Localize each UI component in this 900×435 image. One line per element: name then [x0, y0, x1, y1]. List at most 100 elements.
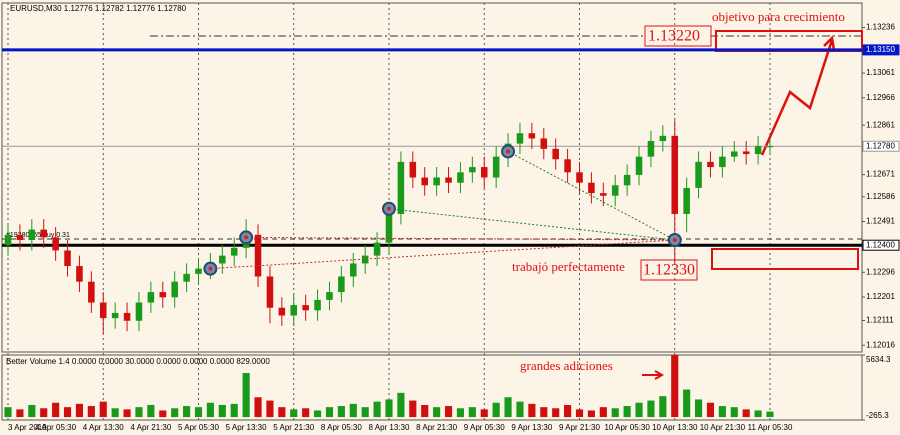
- volume-bar: [99, 401, 107, 418]
- volume-bar: [456, 408, 465, 418]
- candle-body: [516, 133, 524, 144]
- candle-body: [683, 187, 690, 214]
- candle-body: [326, 292, 333, 300]
- volume-bar: [159, 410, 167, 418]
- volume-bar: [40, 408, 48, 418]
- candle-body: [171, 281, 178, 298]
- volume-bar: [313, 410, 322, 418]
- candle-body: [159, 292, 167, 298]
- volume-bar: [623, 406, 631, 418]
- candle-body: [552, 148, 559, 160]
- candle-body: [76, 266, 83, 282]
- volume-bar: [409, 400, 417, 418]
- volume-bar: [254, 397, 262, 418]
- candle-body: [576, 172, 583, 183]
- candle-body: [600, 193, 607, 196]
- volume-bar: [385, 399, 393, 418]
- candle-body: [99, 302, 107, 319]
- candle-body: [480, 167, 488, 178]
- volume-bar: [135, 407, 143, 418]
- volume-bar: [564, 404, 572, 418]
- volume-bar: [337, 406, 345, 418]
- level-label-box: [862, 44, 900, 56]
- annotation: objetivo para crecimiento: [712, 9, 845, 24]
- candle-body: [385, 213, 393, 243]
- volume-bar: [742, 409, 750, 418]
- candle-body: [659, 135, 667, 142]
- connector: [246, 236, 675, 241]
- y-tick-label: 1.12586: [866, 192, 895, 201]
- volume-bar: [397, 392, 405, 418]
- candle-body: [266, 276, 274, 308]
- volume-bar: [206, 402, 214, 418]
- candle-body: [195, 268, 202, 274]
- volume-bar: [647, 400, 655, 418]
- candle-body: [219, 255, 226, 264]
- volume-bar: [433, 407, 441, 418]
- volume-pane: [1, 354, 863, 421]
- candle-body: [623, 174, 631, 186]
- level-label-box: [862, 239, 900, 251]
- candle-body: [564, 159, 571, 173]
- candle-body: [469, 167, 476, 173]
- x-tick-label: 9 Apr 21:30: [559, 423, 600, 432]
- y-tick-label: 1.12671: [866, 170, 895, 179]
- volume-bar: [123, 409, 131, 418]
- annotation: 1.13220: [648, 28, 700, 45]
- volume-bar: [730, 407, 738, 418]
- x-tick-label: 5 Apr 13:30: [226, 423, 267, 432]
- volume-bar: [492, 402, 500, 418]
- x-tick-label: 8 Apr 05:30: [321, 423, 362, 432]
- volume-bar: [587, 410, 595, 418]
- x-tick-label: 8 Apr 13:30: [369, 423, 410, 432]
- volume-bar: [87, 406, 95, 418]
- x-tick-label: 3 Apr 2019: [8, 423, 47, 432]
- x-tick-label: 10 Apr 05:30: [604, 423, 650, 432]
- volume-bar: [504, 397, 512, 418]
- level-label-box: [862, 140, 900, 152]
- candle-body: [766, 146, 774, 148]
- candle-body: [254, 234, 262, 277]
- volume-bar: [754, 410, 762, 418]
- price-title: EURUSD,M30 1.12776 1.12782 1.12776 1.127…: [10, 4, 187, 13]
- label-box: [644, 25, 712, 47]
- level-label: 1.13150: [866, 45, 895, 54]
- x-tick-label: 9 Apr 05:30: [464, 423, 505, 432]
- volume-title: Better Volume 1.4 0.0000 0.0000 30.0000 …: [6, 357, 270, 366]
- candle-body: [409, 161, 417, 178]
- volume-bar: [278, 407, 286, 418]
- candle-body: [421, 177, 428, 186]
- volume-bar: [540, 407, 548, 418]
- volume-bar: [325, 407, 334, 418]
- volume-bar: [218, 404, 226, 418]
- candle-body: [111, 312, 119, 319]
- candle-body: [40, 229, 47, 238]
- order-label: #19280855 buy 0.31: [6, 232, 70, 239]
- candle-body: [492, 156, 500, 178]
- candle-body: [635, 156, 643, 175]
- candle-body: [528, 133, 536, 139]
- y-tick-label: 5634.3: [866, 355, 891, 364]
- volume-bar: [480, 409, 488, 418]
- volume-bar: [194, 407, 203, 418]
- volume-bar: [63, 407, 72, 418]
- y-tick-label: 1.13236: [866, 23, 895, 32]
- volume-bar: [766, 411, 774, 418]
- annotation: grandes adiciones: [520, 358, 613, 373]
- x-tick-label: 4 Apr 05:30: [35, 423, 76, 432]
- volume-bar: [230, 403, 238, 418]
- volume-bar: [575, 409, 584, 418]
- volume-bar: [718, 406, 726, 418]
- candle-body: [445, 177, 452, 183]
- volume-bar: [266, 400, 274, 418]
- arrow: [642, 370, 665, 380]
- candle-body: [647, 141, 655, 157]
- volume-bar: [361, 407, 369, 418]
- candle-body: [88, 281, 95, 303]
- volume-bar: [183, 406, 191, 418]
- candle-body: [588, 182, 595, 194]
- volume-bar: [171, 408, 179, 418]
- volume-bar: [147, 404, 155, 418]
- candle-body: [361, 255, 369, 264]
